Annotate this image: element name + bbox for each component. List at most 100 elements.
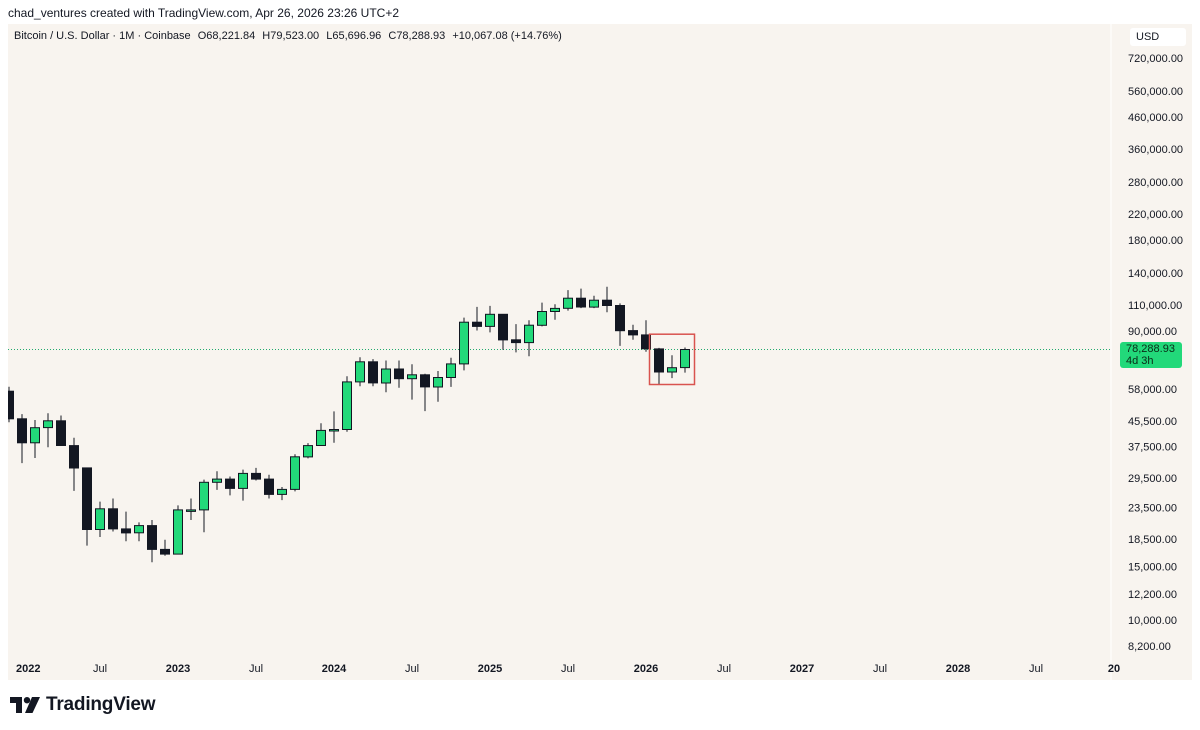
candle-body [30, 427, 40, 444]
candle[interactable] [355, 357, 365, 387]
y-tick-label: 15,000.00 [1128, 562, 1177, 574]
x-tick-label: Jul [561, 663, 575, 675]
x-tick-label: Jul [249, 663, 263, 675]
candle[interactable] [303, 443, 313, 459]
candle[interactable] [589, 295, 599, 309]
candle[interactable] [368, 359, 378, 387]
candle[interactable] [381, 360, 391, 393]
candle[interactable] [667, 355, 677, 379]
candle[interactable] [264, 474, 274, 499]
candle-body [69, 445, 79, 469]
x-tick-label: Jul [93, 663, 107, 675]
candle[interactable] [134, 522, 144, 542]
candle[interactable] [407, 364, 417, 400]
candle[interactable] [550, 304, 560, 320]
candle[interactable] [199, 479, 209, 533]
candle-body [433, 377, 443, 388]
candle[interactable] [30, 420, 40, 458]
candle-body [160, 548, 170, 555]
candle[interactable] [290, 454, 300, 492]
candle[interactable] [563, 290, 573, 311]
candle-body [147, 525, 157, 550]
candle[interactable] [160, 539, 170, 556]
candle-body [446, 363, 456, 378]
candle[interactable] [576, 288, 586, 309]
candle[interactable] [43, 413, 53, 448]
candle-body [342, 381, 352, 430]
candle-body [576, 297, 586, 308]
candle[interactable] [433, 371, 443, 402]
candle-body [472, 321, 482, 327]
candle[interactable] [628, 324, 638, 340]
legend-symbol: Bitcoin / U.S. Dollar · 1M · Coinbase [14, 30, 191, 42]
candle[interactable] [524, 320, 534, 357]
candle[interactable] [342, 376, 352, 432]
tradingview-logo[interactable]: TradingView [10, 694, 156, 716]
tradingview-mark-icon [10, 697, 40, 713]
candle-body [537, 311, 547, 326]
candle[interactable] [641, 320, 651, 352]
candle[interactable] [615, 303, 625, 346]
countdown: 4d 3h [1126, 354, 1154, 367]
candle-body [394, 368, 404, 380]
candle-body [381, 368, 391, 384]
y-tick-label: 460,000.00 [1128, 112, 1183, 124]
candle[interactable] [17, 414, 27, 464]
x-tick-label: 2026 [634, 663, 658, 675]
candle[interactable] [511, 324, 521, 353]
candle-body [355, 361, 365, 383]
y-tick-label: 58,000.00 [1128, 384, 1177, 396]
chart-area[interactable]: 2022 Jul 2023 Jul 2024 Jul 2025 Jul 2026 Jul 2027 J… [8, 24, 1192, 680]
candle-body [563, 297, 573, 309]
candle[interactable] [121, 511, 131, 542]
candle[interactable] [459, 317, 469, 371]
candle[interactable] [654, 347, 664, 385]
candle-body [641, 334, 651, 350]
y-tick-label: 29,500.00 [1128, 473, 1177, 485]
y-tick-label: 18,500.00 [1128, 534, 1177, 546]
candlestick-chart[interactable]: 2022 Jul 2023 Jul 2024 Jul 2025 Jul 2026 Jul 2027 J… [8, 24, 1192, 680]
candle[interactable] [537, 302, 547, 327]
candle[interactable] [69, 437, 79, 491]
candle[interactable] [238, 469, 248, 501]
candle-body [56, 420, 66, 446]
y-tick-label: 10,000.00 [1128, 615, 1177, 627]
candle-body [589, 299, 599, 308]
candle[interactable] [498, 313, 508, 350]
candle[interactable] [472, 306, 482, 331]
candle[interactable] [680, 347, 690, 373]
candle[interactable] [212, 471, 222, 490]
candle[interactable] [420, 373, 430, 412]
candle[interactable] [186, 498, 196, 521]
candle[interactable] [108, 498, 118, 532]
y-axis-ticks: 720,000.00 560,000.00 460,000.00 360,000.00… [1128, 53, 1183, 653]
candle-body [368, 361, 378, 384]
candle[interactable] [316, 423, 326, 446]
x-axis-ticks: 2022 Jul 2023 Jul 2024 Jul 2025 Jul 2026 Jul 2027 J… [16, 663, 1120, 675]
candle-body [550, 307, 560, 312]
candle[interactable] [329, 411, 339, 443]
candle[interactable] [485, 305, 495, 333]
candle[interactable] [394, 360, 404, 388]
candle-body [316, 429, 326, 446]
candle-body [407, 374, 417, 380]
candle[interactable] [173, 505, 183, 555]
candle[interactable] [147, 520, 157, 563]
candle[interactable] [82, 467, 92, 546]
candle[interactable] [56, 415, 66, 446]
candle[interactable] [602, 286, 612, 313]
last-price-tag: 78,288.93 4d 3h [1120, 341, 1182, 368]
candle[interactable] [225, 476, 235, 496]
candle[interactable] [95, 501, 105, 537]
currency-button[interactable]: USD [1130, 28, 1186, 46]
y-tick-label: 560,000.00 [1128, 86, 1183, 98]
candle[interactable] [8, 386, 14, 423]
y-tick-label: 180,000.00 [1128, 235, 1183, 247]
candle-body [8, 390, 14, 420]
chart-credit: chad_ventures created with TradingView.c… [8, 6, 400, 20]
candle[interactable] [277, 487, 287, 501]
y-tick-label: 23,500.00 [1128, 503, 1177, 515]
candle[interactable] [251, 467, 261, 481]
candle-body [82, 467, 92, 530]
candle[interactable] [446, 357, 456, 387]
